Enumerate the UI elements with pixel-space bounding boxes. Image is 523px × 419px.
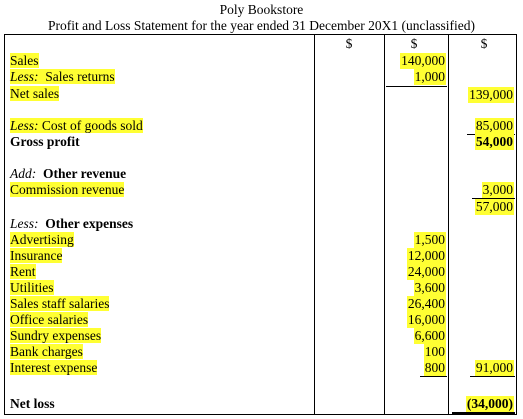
row-cogs-label: Less: Cost of goods sold [10, 118, 143, 133]
row-cogs-amount: 85,000 [474, 118, 514, 134]
row-gross-profit-amount: 54,000 [474, 134, 514, 150]
row-advertising-label: Advertising [10, 232, 74, 247]
row-sales-returns-amount: 1,000 [413, 69, 446, 85]
underline [420, 376, 447, 377]
row-net-loss-label: Net loss [10, 396, 55, 411]
double-underline [452, 412, 515, 414]
row-office-salaries-amount: 16,000 [406, 312, 446, 328]
row-gross-profit-label: Gross profit [10, 134, 80, 149]
row-bank-charges-label: Bank charges [10, 344, 83, 359]
row-total-other-expenses-amount: 91,000 [474, 360, 514, 376]
statement-table [4, 34, 517, 415]
currency-col2: $ [410, 36, 418, 51]
row-rent-label: Rent [10, 264, 36, 279]
column-divider [314, 34, 315, 415]
statement-title: Profit and Loss Statement for the year e… [48, 18, 475, 33]
underline [386, 86, 447, 87]
row-utilities-label: Utilities [10, 280, 54, 295]
row-commission-amount: 3,000 [481, 182, 514, 198]
row-sales-staff-salaries-amount: 26,400 [406, 296, 446, 312]
column-divider [448, 34, 449, 415]
row-add-other-revenue: Add: Other revenue [10, 166, 127, 181]
row-advertising-amount: 1,500 [413, 232, 446, 248]
underline [472, 198, 515, 199]
row-subtotal-amount: 57,000 [474, 199, 514, 215]
row-sales-amount: 140,000 [400, 53, 446, 69]
row-interest-expense-label: Interest expense [10, 360, 98, 375]
currency-col3: $ [480, 36, 488, 51]
column-divider [384, 34, 385, 415]
underline [470, 376, 515, 377]
company-name: Poly Bookstore [219, 2, 304, 17]
row-insurance-label: Insurance [10, 248, 63, 263]
row-sales-returns-label: Less: Sales returns [10, 69, 115, 84]
row-rent-amount: 24,000 [406, 264, 446, 280]
row-sundry-expenses-label: Sundry expenses [10, 328, 102, 343]
row-utilities-amount: 3,600 [413, 280, 446, 296]
row-interest-expense-amount: 800 [423, 360, 446, 376]
row-net-loss-amount: (34,000) [465, 396, 514, 412]
row-sales-staff-salaries-label: Sales staff salaries [10, 296, 110, 311]
row-office-salaries-label: Office salaries [10, 312, 89, 327]
row-net-sales-amount: 139,000 [468, 87, 514, 103]
row-bank-charges-amount: 100 [423, 344, 446, 360]
currency-col1: $ [345, 36, 353, 51]
row-net-sales-label: Net sales [10, 86, 60, 101]
row-sundry-expenses-amount: 6,600 [413, 328, 446, 344]
row-less-other-expenses: Less: Other expenses [10, 216, 134, 231]
row-sales-label: Sales [10, 53, 39, 68]
row-insurance-amount: 12,000 [406, 248, 446, 264]
row-commission-label: Commission revenue [10, 182, 125, 197]
